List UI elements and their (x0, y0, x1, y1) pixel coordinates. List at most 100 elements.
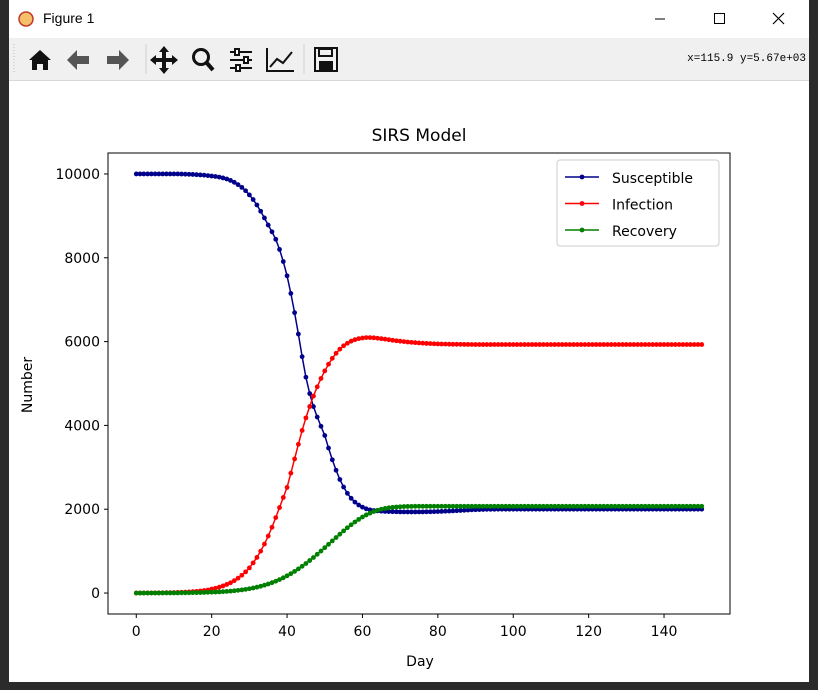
data-point (363, 506, 369, 512)
data-point (665, 342, 671, 347)
data-point (620, 342, 625, 347)
legend-label: Infection (612, 198, 673, 214)
data-point (563, 503, 569, 509)
data-point (420, 509, 426, 515)
data-point (654, 342, 659, 347)
data-point (401, 339, 407, 344)
data-point (495, 503, 501, 509)
data-point (137, 171, 143, 177)
home-button[interactable] (29, 50, 51, 70)
data-point (167, 171, 173, 177)
data-point (650, 503, 656, 509)
data-point (197, 590, 203, 595)
maximize-button[interactable] (714, 13, 725, 24)
data-point (284, 273, 290, 279)
window: Figure 1 x=115.9 y=5. (9, 0, 809, 682)
data-point (262, 582, 267, 588)
data-point (164, 590, 169, 596)
data-point (446, 341, 452, 347)
data-point (454, 508, 460, 514)
data-point (386, 505, 392, 511)
data-point (393, 338, 399, 344)
data-point (393, 509, 399, 515)
data-point (699, 503, 705, 509)
data-point (420, 340, 426, 346)
data-point (529, 503, 535, 509)
data-point (254, 555, 260, 560)
data-point (586, 503, 592, 509)
data-point (243, 569, 248, 575)
data-point (269, 524, 275, 530)
data-point (164, 171, 169, 177)
data-point (590, 342, 595, 347)
data-point (627, 503, 633, 509)
data-point (416, 503, 422, 509)
data-point (303, 561, 309, 566)
data-point (541, 503, 546, 509)
data-point (179, 590, 184, 596)
data-point (295, 331, 301, 337)
forward-button[interactable] (107, 50, 129, 70)
data-point (186, 590, 192, 596)
data-point (182, 590, 188, 596)
data-point (597, 503, 603, 509)
data-point (228, 588, 233, 594)
data-point (190, 172, 196, 177)
data-point (676, 342, 682, 347)
axes-button[interactable] (266, 48, 294, 72)
legend-label: Susceptible (612, 171, 693, 187)
data-point (465, 503, 471, 509)
data-point (593, 342, 599, 347)
data-point (578, 503, 584, 509)
data-point (280, 259, 286, 264)
data-point (446, 503, 452, 509)
data-point (148, 171, 154, 177)
data-point (458, 341, 463, 347)
data-point (314, 384, 320, 390)
data-point (371, 509, 377, 514)
data-point (250, 197, 256, 202)
data-point (484, 503, 490, 509)
data-point (205, 173, 211, 178)
configure-button[interactable] (230, 48, 252, 72)
data-point (431, 341, 437, 347)
data-point (352, 499, 358, 505)
x-tick-label: 120 (575, 624, 602, 640)
data-point (612, 503, 618, 509)
data-point (541, 342, 546, 347)
data-point (514, 503, 520, 509)
data-point (503, 342, 509, 347)
data-point (669, 503, 674, 509)
data-point (341, 343, 347, 349)
data-point (194, 590, 199, 596)
data-point (156, 590, 162, 596)
data-point (623, 342, 629, 347)
data-point (152, 590, 158, 596)
data-point (412, 340, 418, 346)
data-point (160, 171, 166, 177)
data-point (435, 509, 441, 514)
data-point (620, 503, 625, 509)
data-point (431, 503, 437, 509)
save-button[interactable] (314, 47, 338, 72)
data-point (461, 503, 467, 509)
data-point (627, 342, 633, 347)
zoom-button[interactable] (192, 48, 210, 66)
data-point (412, 503, 418, 509)
data-point (672, 503, 678, 509)
data-point (182, 171, 188, 177)
close-button[interactable] (772, 12, 785, 25)
data-point (424, 340, 429, 346)
data-point (458, 503, 463, 509)
data-point (337, 531, 343, 537)
pan-button[interactable] (150, 46, 178, 74)
data-point (510, 503, 516, 509)
back-button[interactable] (67, 50, 89, 70)
data-point (254, 584, 260, 590)
data-point (639, 342, 644, 347)
data-point (386, 509, 392, 514)
data-point (258, 548, 264, 554)
data-point (386, 337, 392, 343)
data-point (642, 503, 648, 509)
